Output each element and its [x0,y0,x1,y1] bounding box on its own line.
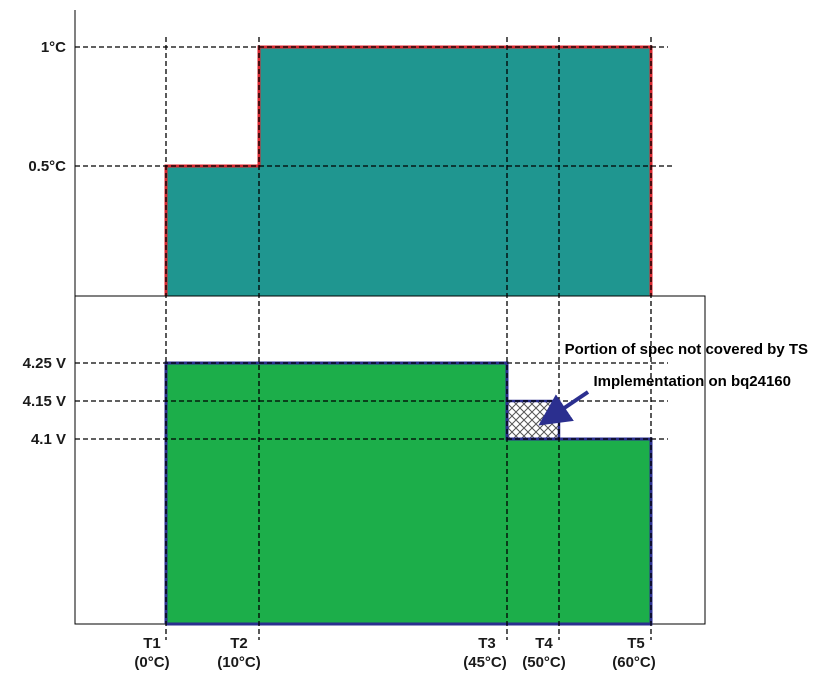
top-panel-fill-area [166,47,651,296]
vertical-guides [165,37,652,640]
x-label-t4-name: T4 [535,635,553,652]
x-label-t2-temp: (10°C) [217,654,261,671]
label-1c: 1°C [41,39,66,56]
bottom-panel-fill-area [166,363,651,624]
x-label-t3-temp: (45°C) [463,654,507,671]
label-415v: 4.15 V [23,393,66,410]
x-label-t2-name: T2 [230,635,248,652]
label-05c: 0.5°C [28,158,66,175]
bottom-panel [164,361,653,626]
label-41v: 4.1 V [31,431,66,448]
uncovered-spec-hatched-region [505,399,561,441]
x-label-t5-temp: (60°C) [612,654,656,671]
x-axis-labels: T1 (0°C) T2 (10°C) T3 (45°C) T4 (50°C) T… [134,635,655,671]
top-panel [164,45,653,296]
annotation-line-2: Implementation on bq24160 [593,373,791,390]
horizontal-guides [75,46,675,440]
x-label-t4-temp: (50°C) [522,654,566,671]
x-label-t5-name: T5 [627,635,645,652]
x-label-t3-name: T3 [478,635,496,652]
x-label-t1-name: T1 [143,635,161,652]
label-425v: 4.25 V [23,355,66,372]
x-label-t1-temp: (0°C) [134,654,169,671]
annotation-arrow [538,390,590,426]
annotation-line-1: Portion of spec not covered by TS [565,341,808,358]
